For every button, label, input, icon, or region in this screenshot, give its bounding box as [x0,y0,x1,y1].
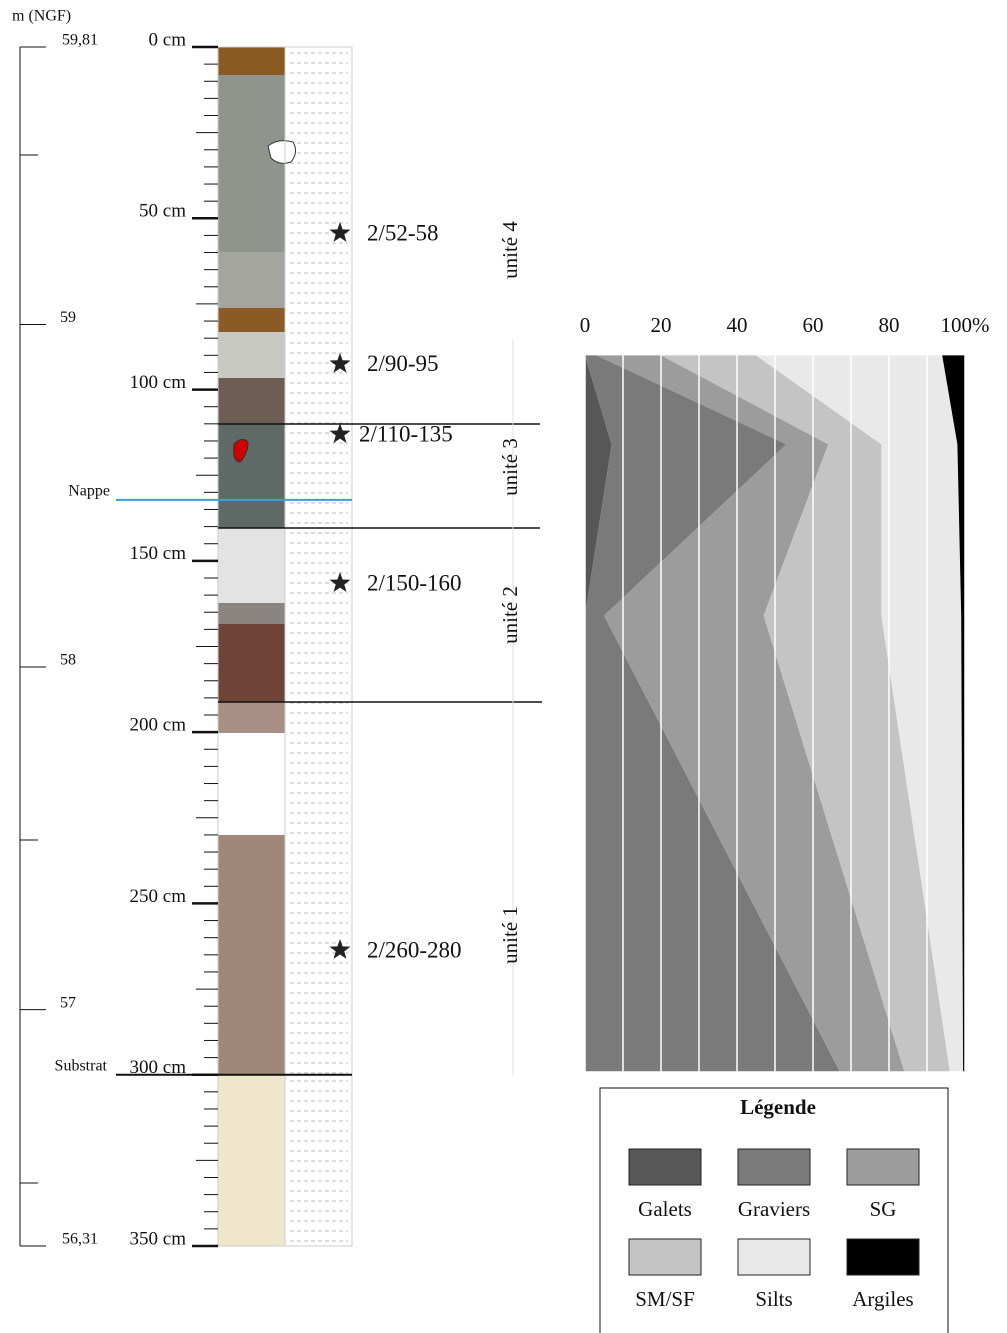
elevation-tick-label: 56,31 [62,1231,98,1248]
x-tick-label: 80 [879,313,900,337]
area [942,355,965,1072]
legend-swatch [737,1238,811,1276]
legend-box [599,1087,949,1333]
sample-label: 2/90-95 [367,351,439,376]
layer-fill [218,308,285,332]
depth-tick-label: 350 cm [130,1228,187,1249]
depth-minor-ticks [196,46,218,1247]
legend-label: Graviers [738,1197,810,1221]
depth-tick-label: 50 cm [139,201,186,222]
unit-label: unité 3 [498,438,522,496]
depth-tick-label: 200 cm [130,715,187,736]
layer-fill [218,702,285,733]
area [756,355,964,1072]
marker-label: Nappe [68,483,110,500]
layer-fill [218,528,285,603]
elevation-tick-label: 59 [60,309,76,326]
sample-label: 2/150-160 [367,570,462,595]
x-tick-label: 60 [803,313,824,337]
layer-fill [218,424,285,528]
elevation-tick-label: 57 [60,994,76,1011]
sample-star [329,572,351,592]
legend-swatch [846,1238,920,1276]
area [585,355,840,1072]
elevation-minor-ticks [20,154,38,1184]
sample-star [329,423,351,443]
layer-fill [218,835,285,1075]
unit-boundaries [218,423,542,703]
layer-fill [218,378,285,424]
elevation-tick-label: 58 [60,652,76,669]
sample-label: 2/260-280 [367,937,462,962]
legend-label: SG [870,1197,897,1221]
legend-label: Silts [755,1287,792,1311]
layer-fill [218,47,285,75]
elevation-tick-label: 59,81 [62,32,98,49]
x-tick-label: 20 [651,313,672,337]
layer-fill [218,1075,285,1246]
legend-label: SM/SF [635,1287,695,1311]
legend-label: Galets [638,1197,692,1221]
unit-label: unité 2 [498,586,522,644]
legend-swatch [737,1148,811,1186]
x-tick-label: 100% [941,313,990,337]
legend-swatch [628,1148,702,1186]
legend-swatch [628,1238,702,1276]
marker-label: Substrat [55,1057,108,1074]
area [585,355,612,1072]
legend-title: Légende [740,1095,816,1119]
pebble [267,140,297,164]
sample-star [329,222,351,242]
layer-fill [218,252,285,308]
layer-fill [218,332,285,378]
unit-label: unité 1 [498,906,522,964]
elevation-label: m (NGF) [12,8,71,25]
legend-label: Argiles [852,1287,913,1311]
depth-tick-label: 100 cm [130,372,187,393]
depth-tick-label: 300 cm [130,1057,187,1078]
area [596,355,905,1072]
legend-swatch [846,1148,920,1186]
sample-star [329,939,351,959]
depth-tick-label: 150 cm [130,543,187,564]
unit-label: unité 4 [498,221,522,279]
sample-label: 2/110-135 [359,421,453,446]
depth-tick-label: 250 cm [130,886,187,907]
x-tick-label: 0 [580,313,591,337]
layer-fill [218,624,285,702]
stratigraphic-column [218,47,348,1246]
depth-tick-label: 0 cm [149,29,187,50]
pebble [233,438,249,463]
sample-star [329,352,351,373]
layer-fill [218,75,285,252]
sample-label: 2/52-58 [367,220,439,245]
x-tick-label: 40 [727,313,748,337]
area [661,355,950,1072]
layer-fill [218,603,285,624]
